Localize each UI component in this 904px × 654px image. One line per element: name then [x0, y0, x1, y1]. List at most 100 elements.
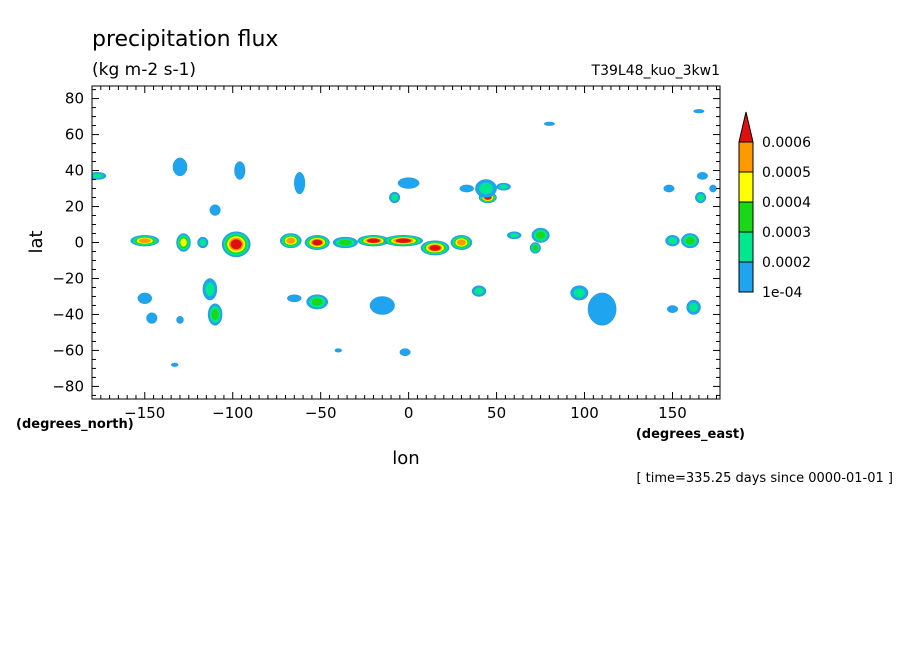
precip-cell-0 [130, 235, 160, 247]
contour-level-1 [369, 296, 395, 315]
y-tick-label: 60 [65, 126, 84, 144]
contour-level-3 [338, 239, 352, 246]
contour-level-2 [697, 194, 704, 201]
y-tick-label: 40 [65, 162, 84, 180]
contour-level-1 [170, 362, 179, 367]
x-tick-label: 0 [404, 404, 414, 422]
contour-level-1 [587, 292, 617, 326]
precip-cell-34 [207, 303, 223, 326]
contour-level-1 [234, 161, 246, 180]
y-axis-label: lat [26, 230, 47, 253]
contour-level-1 [137, 292, 153, 304]
precip-cell-27 [663, 184, 675, 193]
y-tick-label: −80 [52, 377, 84, 395]
precip-cell-24 [475, 179, 497, 198]
precip-cell-13 [531, 227, 550, 243]
precip-cell-28 [695, 191, 707, 204]
contour-level-2 [474, 287, 484, 295]
contour-level-6 [429, 245, 441, 251]
colorbar-label: 0.0005 [762, 165, 811, 181]
plot-area [92, 86, 720, 399]
contour-level-1 [172, 157, 188, 177]
x-tick-label: −50 [305, 404, 337, 422]
precip-cell-8 [383, 235, 423, 247]
contour-level-3 [211, 308, 219, 321]
colorbar-swatch [738, 201, 754, 233]
contour-level-2 [479, 182, 493, 195]
colorbar-swatch [738, 231, 754, 263]
x-tick-label: 150 [658, 404, 687, 422]
contour-level-2 [689, 302, 699, 312]
precip-cell-29 [696, 172, 708, 180]
precip-cell-12 [507, 231, 522, 240]
colorbar-swatch [738, 141, 754, 173]
precip-cell-39 [306, 294, 329, 310]
x-tick-label: −150 [124, 404, 165, 422]
precip-cell-3 [221, 231, 251, 258]
x-tick-labels: −150 −100 −50 0 50 100 150 [124, 404, 687, 422]
precip-cell-32 [693, 109, 705, 114]
precip-cell-36 [146, 312, 158, 324]
y-tick-label: −40 [52, 305, 84, 323]
contour-level-3 [685, 237, 695, 245]
contour-level-1 [696, 172, 708, 180]
contour-level-1 [459, 184, 474, 193]
colorbar-label: 0.0002 [762, 255, 811, 271]
contour-level-1 [663, 184, 675, 193]
precip-cell-33 [202, 278, 218, 301]
contour-level-1 [176, 316, 184, 324]
colorbar-arrow [738, 111, 754, 143]
precip-cell-18 [172, 157, 188, 177]
colorbar-swatch [738, 171, 754, 203]
precip-cell-30 [709, 184, 717, 193]
precip-cell-6 [332, 236, 358, 249]
contour-level-5 [456, 239, 466, 246]
precip-cell-48 [170, 362, 179, 367]
precip-cell-46 [399, 348, 411, 357]
precip-cell-9 [420, 240, 450, 256]
colorbar-label: 1e-04 [762, 285, 802, 301]
precip-cell-5 [304, 235, 330, 250]
precip-cell-17 [92, 172, 107, 180]
chart-title: precipitation flux [92, 27, 278, 52]
precip-cell-26 [389, 191, 401, 204]
precip-cell-19 [209, 204, 221, 216]
colorbar-swatch [738, 261, 754, 293]
x-units-label: (degrees_east) [636, 427, 745, 442]
axis-ticks [92, 86, 720, 399]
contour-level-6 [312, 239, 323, 246]
precip-cell-37 [176, 316, 184, 324]
contour-level-2 [499, 184, 509, 189]
precip-cell-40 [369, 296, 395, 315]
colorbar: 0.0006 0.0005 0.0004 0.0003 0.0002 1e-04 [738, 111, 811, 301]
contour-level-1 [397, 177, 420, 189]
x-tick-label: −100 [212, 404, 253, 422]
chart-units: (kg m-2 s-1) [92, 60, 196, 80]
precip-cell-4 [279, 233, 302, 249]
precip-cell-42 [570, 285, 589, 301]
contour-level-4 [180, 238, 187, 247]
contour-level-6 [395, 238, 412, 243]
precip-cell-38 [287, 294, 302, 303]
colorbar-label: 0.0006 [762, 135, 811, 151]
precip-cell-14 [529, 242, 541, 254]
dataset-label: T39L48_kuo_3kw1 [591, 63, 720, 79]
precip-cell-47 [334, 348, 342, 353]
colorbar-label: 0.0003 [762, 225, 811, 241]
contour-level-3 [311, 298, 323, 306]
precip-cell-44 [686, 299, 701, 315]
colorbar-label: 0.0004 [762, 195, 811, 211]
precip-cell-20 [234, 161, 246, 180]
precip-cell-10 [450, 235, 473, 250]
x-tick-label: 100 [570, 404, 599, 422]
precip-cell-41 [471, 285, 487, 297]
y-tick-labels: 80 60 40 20 0 −20 −40 −60 −80 [52, 90, 84, 396]
precip-cell-7 [357, 235, 390, 247]
x-axis-label: lon [392, 448, 419, 469]
contour-level-2 [509, 233, 519, 238]
contour-level-1 [709, 184, 717, 193]
precip-contours [92, 109, 717, 367]
contour-level-1 [209, 204, 221, 216]
contour-level-2 [199, 239, 207, 246]
contour-level-1 [294, 172, 306, 195]
